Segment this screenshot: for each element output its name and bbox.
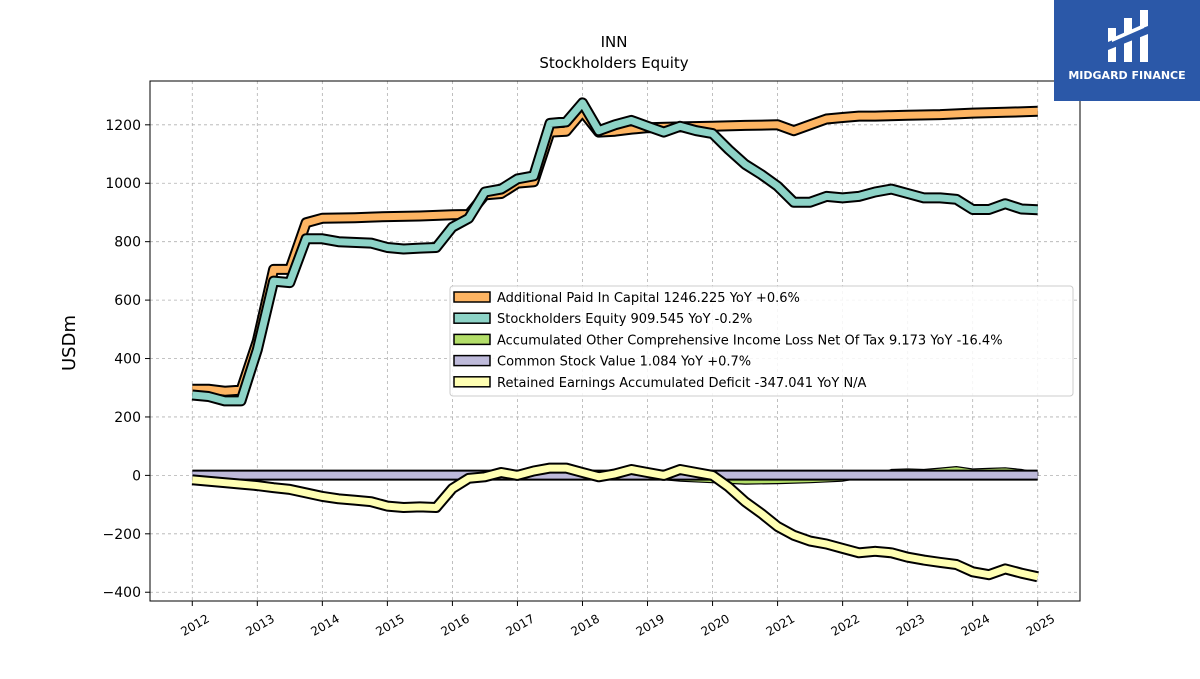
plot-frame bbox=[149, 80, 1081, 602]
legend-item: Stockholders Equity 909.545 YoY -0.2% bbox=[453, 312, 752, 327]
chart-subtitle: Stockholders Equity bbox=[539, 54, 688, 72]
series-layer bbox=[191, 97, 1039, 583]
series-line bbox=[192, 107, 1038, 395]
legend-label: Accumulated Other Comprehensive Income L… bbox=[497, 333, 1003, 348]
chart-title: INN bbox=[601, 33, 628, 51]
y-tick-label: 1000 bbox=[105, 176, 141, 192]
brand-name: MIDGARD FINANCE bbox=[1068, 69, 1186, 82]
series-1 bbox=[191, 97, 1038, 407]
y-tick-label: 600 bbox=[114, 293, 141, 309]
brand-logo: MIDGARD FINANCE bbox=[1054, 0, 1200, 101]
y-tick-label: 1200 bbox=[105, 118, 141, 134]
y-tick-label: 800 bbox=[114, 235, 141, 251]
series-4 bbox=[191, 462, 1039, 583]
series-0 bbox=[192, 105, 1038, 397]
legend-label: Additional Paid In Capital 1246.225 YoY … bbox=[497, 291, 800, 306]
legend-item: Retained Earnings Accumulated Deficit -3… bbox=[453, 376, 867, 391]
y-tick-label: −200 bbox=[103, 527, 141, 543]
midgard-logo-icon bbox=[1108, 10, 1148, 62]
x-tick-label: 2013 bbox=[243, 611, 276, 638]
x-tick-label: 2017 bbox=[503, 611, 536, 638]
x-tick-label: 2022 bbox=[829, 611, 862, 638]
legend-swatch bbox=[453, 291, 491, 303]
x-tick-label: 2025 bbox=[1024, 611, 1057, 638]
x-tick-label: 2024 bbox=[959, 611, 992, 638]
legend-swatch bbox=[453, 376, 491, 388]
series-line bbox=[191, 464, 1039, 581]
legend-label: Retained Earnings Accumulated Deficit -3… bbox=[497, 376, 867, 391]
legend-swatch bbox=[453, 312, 491, 324]
legend-swatch bbox=[453, 333, 491, 346]
x-tick-label: 2015 bbox=[373, 611, 406, 638]
x-tick-label: 2023 bbox=[894, 611, 927, 638]
legend-item: Accumulated Other Comprehensive Income L… bbox=[453, 333, 1003, 348]
x-tick-label: 2014 bbox=[308, 611, 341, 638]
x-tick-label: 2019 bbox=[634, 611, 667, 638]
x-tick-label: 2021 bbox=[764, 611, 797, 638]
series-line bbox=[191, 99, 1038, 405]
y-axis-label: USDm bbox=[59, 315, 80, 371]
legend-box bbox=[449, 285, 1074, 397]
y-tick-label: 0 bbox=[132, 468, 141, 484]
y-tick-label: 400 bbox=[114, 352, 141, 368]
x-tick-label: 2016 bbox=[438, 611, 471, 638]
x-tick-label: 2018 bbox=[569, 611, 602, 638]
x-tick-label: 2012 bbox=[178, 611, 211, 638]
legend-item: Common Stock Value 1.084 YoY +0.7% bbox=[453, 354, 751, 370]
y-tick-label: −400 bbox=[103, 585, 141, 601]
y-tick-label: 200 bbox=[114, 410, 141, 426]
x-tick-label: 2020 bbox=[699, 611, 732, 638]
legend-item: Additional Paid In Capital 1246.225 YoY … bbox=[453, 291, 800, 306]
legend-label: Stockholders Equity 909.545 YoY -0.2% bbox=[497, 312, 752, 327]
legend: Additional Paid In Capital 1246.225 YoY … bbox=[449, 285, 1074, 397]
legend-label: Common Stock Value 1.084 YoY +0.7% bbox=[497, 355, 751, 370]
legend-swatch bbox=[453, 354, 491, 367]
